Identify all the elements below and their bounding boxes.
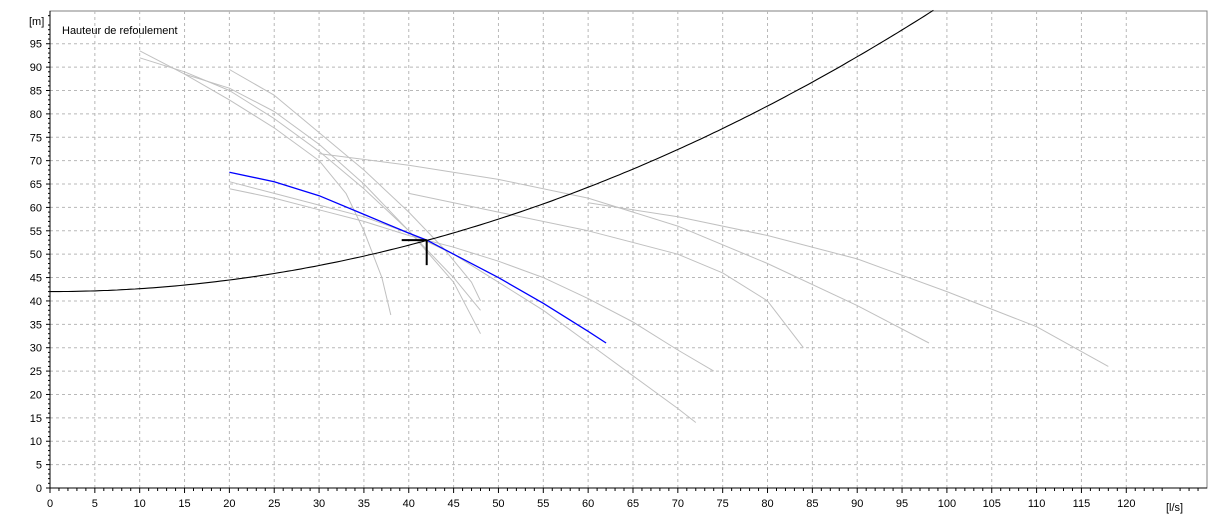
pump-curve (229, 188, 714, 372)
y-tick-label: 10 (30, 436, 42, 448)
x-tick-label: 35 (358, 498, 370, 510)
x-tick-label: 105 (983, 498, 1001, 510)
y-unit-label: [m] (29, 16, 44, 28)
y-tick-label: 40 (30, 296, 42, 308)
x-tick-label: 40 (403, 498, 415, 510)
pump-curve (184, 73, 481, 334)
x-tick-label: 60 (582, 498, 594, 510)
y-tick-label: 55 (30, 226, 42, 238)
x-axis: 0 5 10 15 20 25 30 35 40 45 50 55 60 65 70 75 80 85 90 95 10… (47, 487, 1207, 510)
x-tick-label: 110 (1028, 498, 1046, 510)
y-tick-label: 95 (30, 39, 42, 51)
system-curve-layer (50, 9, 934, 293)
x-tick-label: 90 (851, 498, 863, 510)
grid (50, 11, 1207, 488)
x-tick-label: 120 (1117, 498, 1135, 510)
y-tick-label: 65 (30, 179, 42, 191)
x-tick-label: 55 (537, 498, 549, 510)
plot-frame (49, 10, 1208, 489)
y-tick-label: 35 (30, 319, 42, 331)
y-tick-label: 15 (30, 413, 42, 425)
y-tick-label: 70 (30, 156, 42, 168)
x-tick-label: 80 (761, 498, 773, 510)
pump-curve (408, 192, 804, 349)
y-axis: 0 5 10 15 20 25 30 35 40 45 50 55 60 65 70 75 80 85 90 95 (30, 11, 51, 495)
y-tick-label: 25 (30, 366, 42, 378)
x-tick-label: 25 (268, 498, 280, 510)
y-tick-label: 5 (36, 460, 42, 472)
chart-title: Hauteur de refoulement (62, 25, 178, 37)
y-tick-label: 30 (30, 343, 42, 355)
x-unit-label: [l/s] (1166, 502, 1183, 514)
system-curve (50, 9, 934, 293)
pump-curve (139, 57, 481, 311)
y-tick-label: 50 (30, 249, 42, 261)
x-tick-label: 30 (313, 498, 325, 510)
x-tick-label: 100 (938, 498, 956, 510)
y-tick-label: 60 (30, 202, 42, 214)
pump-curve (229, 69, 481, 302)
x-tick-label: 45 (447, 498, 459, 510)
pump-curve (319, 153, 930, 344)
operating-point-layer (401, 239, 428, 266)
x-tick-label: 85 (806, 498, 818, 510)
y-tick-label: 80 (30, 109, 42, 121)
x-tick-label: 70 (672, 498, 684, 510)
y-tick-label: 20 (30, 389, 42, 401)
pump-curve (229, 181, 697, 423)
x-tick-label: 115 (1073, 498, 1091, 510)
x-tick-label: 0 (47, 498, 53, 510)
pump-curve (139, 50, 392, 316)
x-tick-label: 95 (896, 498, 908, 510)
y-tick-label: 85 (30, 86, 42, 98)
x-tick-label: 15 (178, 498, 190, 510)
pump-curve (588, 202, 1109, 367)
y-tick-label: 90 (30, 62, 42, 74)
x-tick-label: 5 (92, 498, 98, 510)
x-tick-label: 20 (223, 498, 235, 510)
y-tick-label: 0 (36, 483, 42, 495)
x-tick-label: 65 (627, 498, 639, 510)
x-tick-label: 50 (492, 498, 504, 510)
x-tick-label: 75 (717, 498, 729, 510)
x-tick-label: 10 (134, 498, 146, 510)
y-tick-label: 75 (30, 132, 42, 144)
y-tick-label: 45 (30, 273, 42, 285)
